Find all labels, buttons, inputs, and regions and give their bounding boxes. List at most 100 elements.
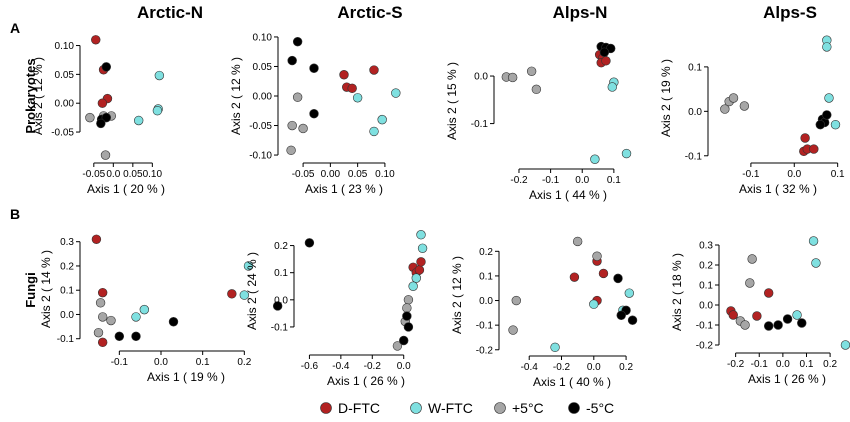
y-tick-label: 0.1: [688, 62, 702, 73]
x-tick-label: 0.2: [237, 357, 251, 368]
data-point-minus5c: [402, 311, 412, 321]
data-point-minus5c: [763, 321, 774, 331]
x-tick-label: 0.0: [776, 359, 790, 370]
data-point-plus5c: [740, 320, 750, 330]
x-tick-label: -0.4: [332, 361, 350, 372]
y-tick-label: 0.10: [55, 41, 75, 52]
data-point-wminusftc: [391, 88, 401, 98]
data-point-wminusftc: [792, 310, 802, 320]
x-axis-label: Axis 1 ( 20 % ): [87, 182, 165, 196]
data-point-minus5c: [797, 318, 807, 328]
x-tick-label: 0.0: [154, 357, 168, 368]
legend-label: W-FTC: [428, 400, 473, 416]
data-point-wminusftc: [131, 312, 141, 322]
x-tick-label: 0.05: [348, 169, 368, 180]
y-tick-label: 0.0: [479, 296, 493, 307]
data-point-plus5c: [745, 278, 755, 288]
legend: D-FTC W-FTC +5°C -5°C: [320, 400, 614, 416]
legend-label: +5°C: [512, 400, 544, 416]
y-tick-label: 0.10: [253, 32, 273, 43]
data-point-wminusftc: [590, 154, 600, 164]
y-tick-label: 0.1: [699, 281, 713, 292]
y-tick-label: -0.05: [51, 128, 74, 139]
data-point-minus5c: [101, 62, 111, 72]
scatter-panel-fungi-alps-n: -0.4 -0.2 0.0 0.2 Axis 1 ( 40 % ) -0.2 -0.1 0.0…: [450, 236, 638, 389]
data-point-dminusftc: [763, 288, 774, 298]
data-point-minus5c: [131, 331, 141, 341]
row-label-prokaryotes: Prokaryotes: [23, 58, 38, 133]
data-point-plus5c: [287, 120, 297, 131]
data-point-wminusftc: [154, 70, 165, 81]
x-tick-label: 0.1: [607, 175, 621, 186]
y-axis-label: Axis 2 ( 12 % ): [450, 256, 464, 334]
y-tick-label: 0.0: [699, 301, 713, 312]
legend-label: D-FTC: [338, 400, 380, 416]
y-tick-label: 0.00: [253, 92, 273, 103]
y-axis-label: Axis 2 ( 12 % ): [229, 57, 243, 135]
y-tick-label: 0.1: [274, 268, 288, 279]
x-tick-label: 0.1: [196, 357, 210, 368]
data-point-dminusftc: [347, 83, 357, 94]
data-point-wminusftc: [808, 236, 819, 246]
y-tick-label: 0.3: [699, 241, 713, 252]
y-axis-label: Axis 2 ( 14 % ): [39, 250, 53, 328]
y-tick-label: 0.1: [60, 286, 74, 297]
data-point-plus5c: [292, 92, 303, 102]
data-point-plus5c: [739, 101, 750, 111]
scatter-panel-prokaryotes-arctic-s: -0.05 0.00 0.05 0.10 Axis 1 ( 23 % ) -0.10 -0.…: [229, 32, 401, 196]
data-point-minus5c: [782, 314, 793, 324]
x-tick-label: -0.2: [510, 175, 528, 186]
y-tick-label: 0.0: [60, 310, 74, 321]
data-point-wminusftc: [824, 93, 834, 103]
x-tick-label: 0.2: [823, 359, 837, 370]
data-point-plus5c: [720, 104, 730, 114]
data-point-wminusftc: [243, 261, 254, 271]
panel-label-a: A: [10, 20, 21, 36]
data-point-dminusftc: [800, 133, 810, 143]
y-tick-label: 0.2: [479, 247, 493, 258]
data-point-plus5c: [286, 145, 296, 156]
data-point-plus5c: [403, 295, 414, 305]
data-point-wminusftc: [822, 42, 832, 52]
data-point-minus5c: [168, 317, 179, 327]
x-axis-label: Axis 1 ( 23 % ): [305, 182, 383, 196]
data-point-dminusftc: [227, 289, 237, 299]
x-tick-label: 0.00: [321, 169, 341, 180]
data-point-plus5c: [95, 298, 106, 308]
data-point-plus5c: [747, 254, 757, 264]
x-tick-label: -0.2: [553, 362, 571, 373]
data-point-minus5c: [599, 47, 610, 57]
data-point-dminusftc: [97, 337, 108, 348]
data-point-plus5c: [728, 93, 739, 103]
panel-label-b: B: [10, 206, 21, 222]
data-point-minus5c: [272, 301, 283, 311]
data-point-plus5c: [508, 325, 518, 335]
data-point-dminusftc: [809, 144, 819, 154]
data-point-wminusftc: [830, 119, 841, 130]
data-point-wminusftc: [624, 288, 635, 298]
y-tick-label: 0.1: [479, 271, 493, 282]
data-point-plus5c: [392, 341, 403, 351]
y-tick-label: -0.1: [476, 321, 494, 332]
column-title-alps-s: Alps-S: [763, 3, 817, 22]
y-tick-label: 0.2: [274, 241, 288, 252]
data-point-wminusftc: [416, 230, 426, 240]
data-point-dminusftc: [97, 98, 108, 108]
data-point-minus5c: [114, 331, 125, 341]
data-point-minus5c: [287, 55, 297, 66]
data-point-dminusftc: [752, 311, 762, 321]
data-point-plus5c: [100, 150, 111, 160]
x-tick-label: 0.0: [397, 361, 411, 372]
data-point-plus5c: [511, 295, 522, 306]
data-point-dminusftc: [728, 310, 738, 320]
legend-label: -5°C: [586, 400, 614, 416]
data-point-dminusftc: [416, 257, 426, 267]
data-point-dminusftc: [601, 56, 611, 66]
x-axis-label: Axis 1 ( 26 % ): [748, 372, 826, 386]
data-point-wminusftc: [239, 290, 250, 300]
x-axis-label: Axis 1 ( 26 % ): [327, 374, 405, 388]
data-point-minus5c: [815, 119, 826, 130]
